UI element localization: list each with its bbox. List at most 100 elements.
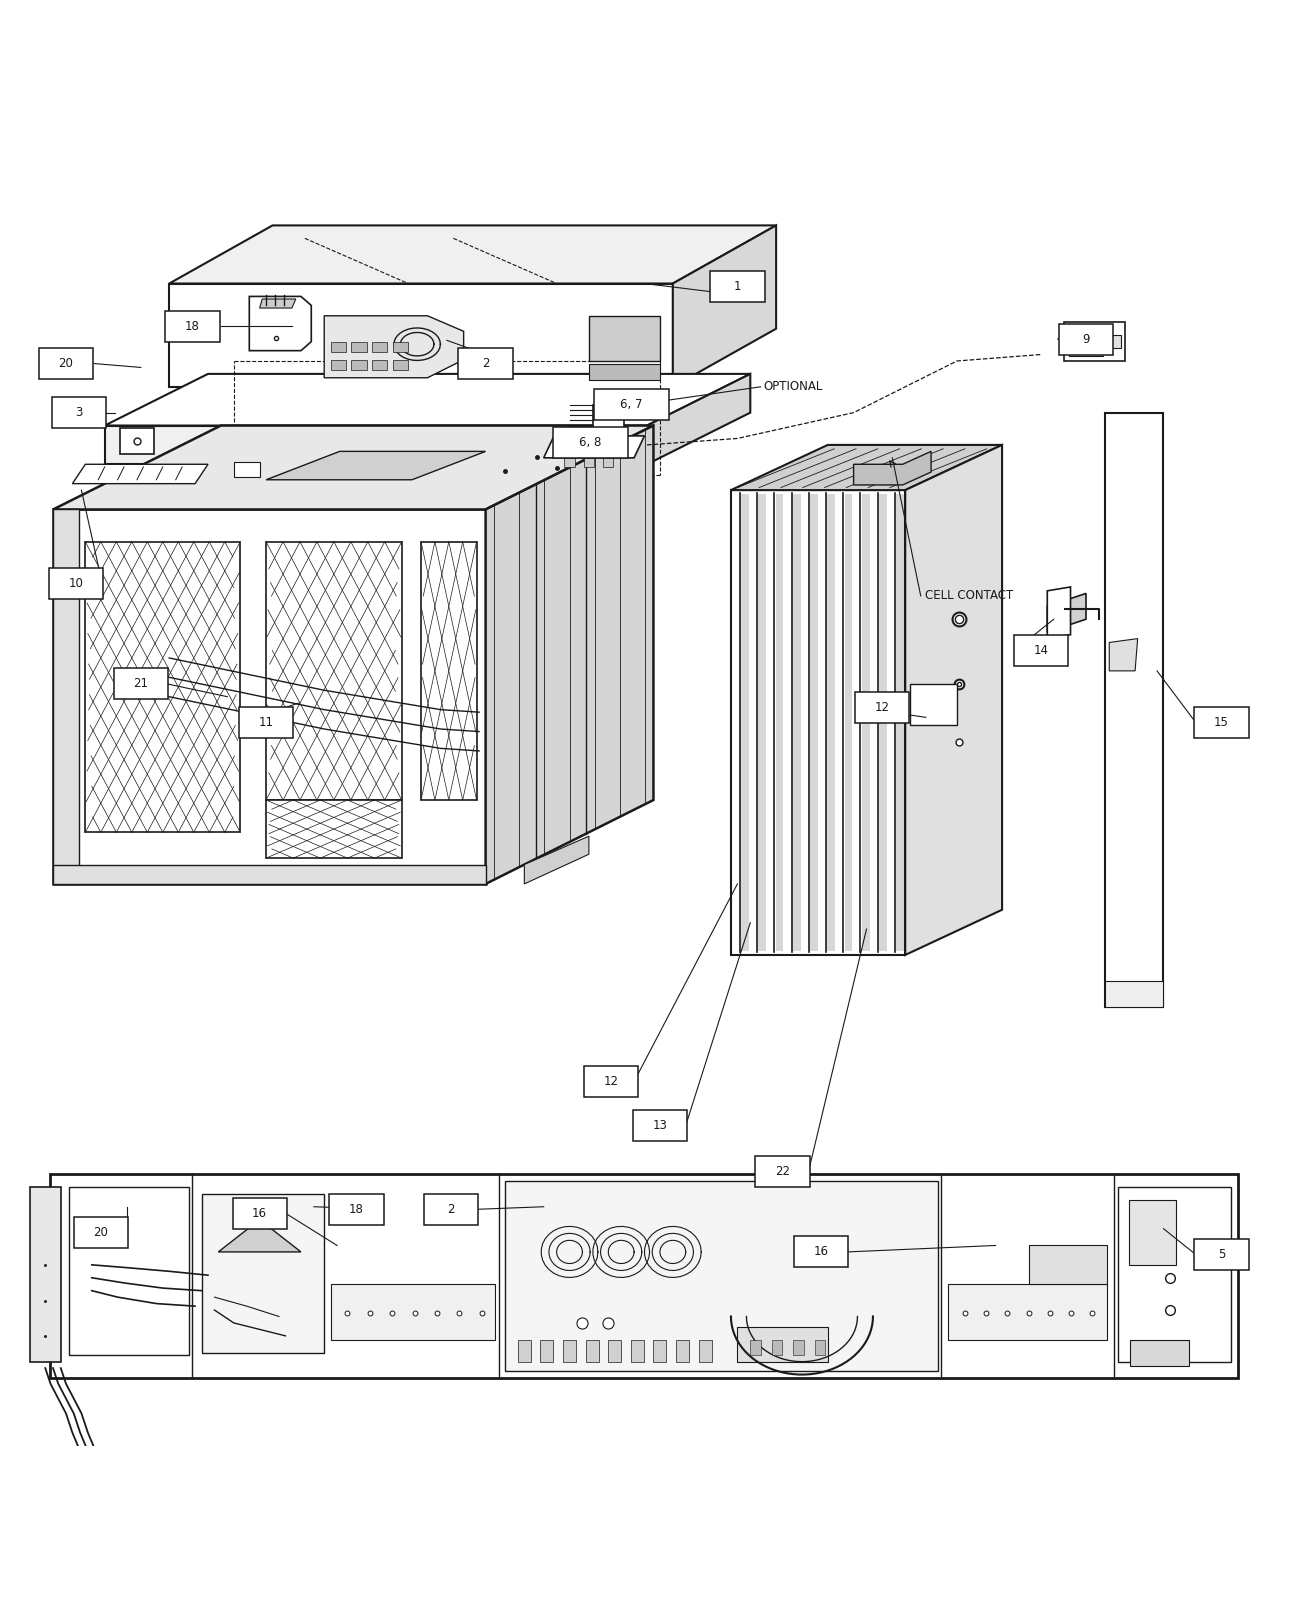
Polygon shape [1069, 330, 1102, 355]
Polygon shape [351, 342, 366, 352]
Polygon shape [331, 1285, 494, 1339]
FancyBboxPatch shape [74, 1218, 128, 1248]
Polygon shape [1128, 1200, 1176, 1266]
Text: 13: 13 [652, 1118, 668, 1131]
Polygon shape [371, 360, 387, 370]
Polygon shape [653, 1339, 666, 1362]
Polygon shape [50, 1174, 1238, 1379]
Polygon shape [202, 1194, 325, 1352]
Polygon shape [854, 451, 932, 485]
Polygon shape [30, 1187, 61, 1362]
Polygon shape [219, 1219, 302, 1251]
Polygon shape [741, 494, 749, 950]
Polygon shape [325, 315, 463, 378]
FancyBboxPatch shape [855, 691, 910, 723]
Polygon shape [589, 363, 660, 381]
Polygon shape [421, 542, 476, 800]
Polygon shape [911, 683, 956, 725]
Polygon shape [564, 458, 575, 467]
Polygon shape [105, 374, 751, 426]
Polygon shape [738, 1326, 828, 1362]
Text: 15: 15 [1214, 717, 1229, 730]
Polygon shape [250, 296, 312, 350]
Text: 6, 7: 6, 7 [620, 398, 643, 411]
FancyBboxPatch shape [594, 389, 669, 421]
Polygon shape [267, 451, 485, 480]
Polygon shape [827, 494, 835, 950]
Text: 16: 16 [252, 1206, 267, 1219]
Polygon shape [518, 1339, 531, 1362]
Polygon shape [260, 299, 296, 309]
Polygon shape [105, 426, 647, 464]
Text: 20: 20 [93, 1226, 109, 1238]
Polygon shape [793, 1339, 804, 1355]
Polygon shape [331, 360, 347, 370]
Text: 20: 20 [58, 357, 74, 370]
Polygon shape [845, 494, 853, 950]
Polygon shape [1118, 1187, 1231, 1362]
Text: 12: 12 [875, 701, 889, 714]
Polygon shape [593, 405, 624, 430]
FancyBboxPatch shape [330, 1194, 383, 1226]
Text: 9: 9 [1082, 333, 1090, 346]
Polygon shape [170, 226, 776, 283]
Text: 18: 18 [349, 1203, 364, 1216]
Polygon shape [1047, 594, 1086, 632]
Polygon shape [53, 509, 485, 883]
FancyBboxPatch shape [233, 1198, 287, 1229]
Text: OPTIONAL: OPTIONAL [763, 381, 823, 394]
Polygon shape [584, 458, 594, 467]
Polygon shape [120, 429, 154, 454]
FancyBboxPatch shape [1194, 707, 1249, 738]
FancyBboxPatch shape [1058, 323, 1113, 355]
Text: 21: 21 [133, 677, 149, 690]
FancyBboxPatch shape [458, 349, 512, 379]
Polygon shape [1105, 981, 1163, 1006]
FancyBboxPatch shape [114, 669, 168, 699]
Polygon shape [234, 462, 260, 477]
Text: 22: 22 [775, 1165, 791, 1178]
Polygon shape [608, 1339, 621, 1362]
Text: 5: 5 [1218, 1248, 1225, 1261]
Text: 6, 8: 6, 8 [578, 435, 602, 450]
Text: 2: 2 [481, 357, 489, 370]
Polygon shape [563, 1339, 576, 1362]
Polygon shape [392, 342, 408, 352]
Text: 16: 16 [814, 1245, 829, 1259]
Polygon shape [1105, 413, 1163, 1006]
Polygon shape [906, 445, 1002, 955]
Polygon shape [1047, 587, 1070, 638]
FancyBboxPatch shape [710, 270, 765, 301]
Polygon shape [541, 1339, 554, 1362]
Polygon shape [69, 1187, 189, 1355]
Text: 10: 10 [69, 576, 84, 589]
Polygon shape [647, 374, 751, 464]
Text: 14: 14 [1034, 643, 1048, 656]
Polygon shape [505, 1181, 938, 1371]
Polygon shape [751, 1339, 761, 1355]
Polygon shape [1029, 1245, 1106, 1285]
Polygon shape [72, 464, 208, 483]
Polygon shape [392, 360, 408, 370]
FancyBboxPatch shape [584, 1066, 638, 1098]
Polygon shape [485, 426, 653, 883]
Polygon shape [53, 864, 485, 883]
Polygon shape [699, 1339, 712, 1362]
Polygon shape [897, 494, 905, 950]
Polygon shape [331, 342, 347, 352]
FancyBboxPatch shape [423, 1194, 477, 1226]
FancyBboxPatch shape [1013, 635, 1068, 666]
FancyBboxPatch shape [1194, 1238, 1249, 1270]
Polygon shape [675, 1339, 688, 1362]
Polygon shape [53, 426, 653, 509]
Polygon shape [603, 458, 613, 467]
Polygon shape [170, 283, 673, 387]
Polygon shape [1064, 322, 1124, 362]
Text: CELL CONTACT: CELL CONTACT [925, 589, 1013, 603]
FancyBboxPatch shape [49, 568, 104, 598]
FancyBboxPatch shape [52, 397, 106, 429]
Polygon shape [85, 542, 241, 832]
Text: 12: 12 [603, 1075, 619, 1088]
Polygon shape [731, 445, 1002, 490]
FancyBboxPatch shape [166, 310, 220, 342]
